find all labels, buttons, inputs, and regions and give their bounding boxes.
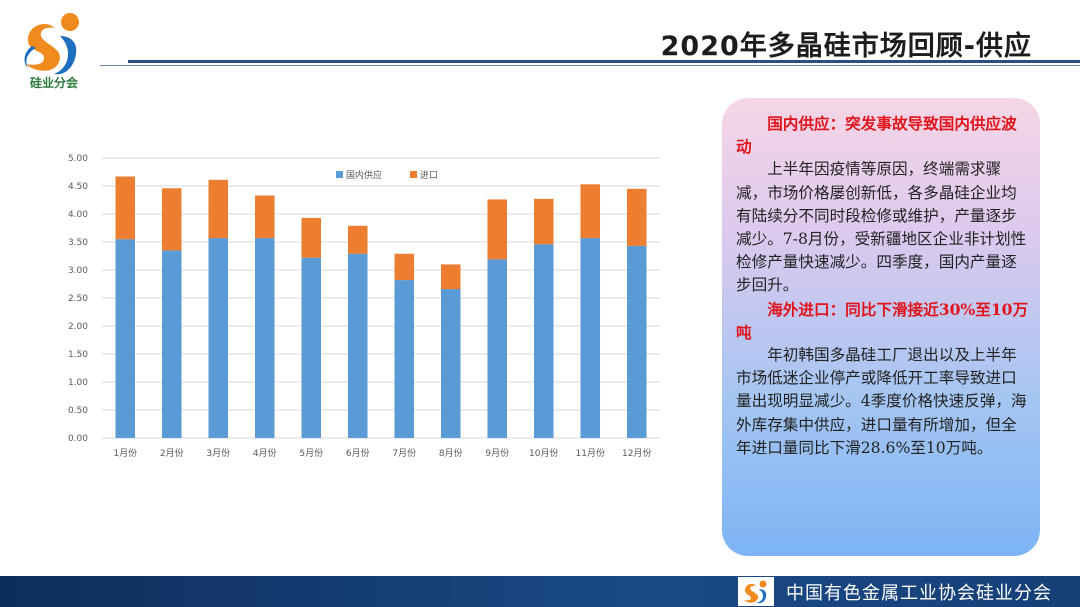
- page-title: 2020年多晶硅市场回顾-供应: [660, 31, 1032, 62]
- bar-domestic: [626, 245, 647, 438]
- chart-legend: 国内供应 进口: [336, 169, 438, 181]
- footer-logo-icon: [738, 577, 774, 606]
- bar-domestic: [440, 289, 461, 438]
- x-tick-label: 12月份: [622, 447, 651, 459]
- footer-organization: 中国有色金属工业协会硅业分会: [786, 583, 1052, 604]
- bar-import: [440, 264, 461, 290]
- y-tick-label: 0.50: [68, 406, 88, 416]
- x-tick-label: 1月份: [113, 447, 137, 459]
- x-tick-label: 2月份: [160, 447, 184, 459]
- bar-domestic: [580, 238, 601, 438]
- x-tick-label: 4月份: [253, 447, 277, 459]
- x-tick-label: 11月份: [576, 447, 605, 459]
- x-tick-label: 3月份: [206, 447, 230, 459]
- bar-import: [347, 225, 368, 254]
- bar-import: [301, 217, 322, 258]
- bar-domestic: [533, 244, 554, 438]
- bar-import: [208, 179, 229, 239]
- x-tick-label: 9月份: [485, 447, 509, 459]
- domestic-supply-heading: 国内供应：突发事故导致国内供应波动: [736, 114, 1017, 157]
- y-tick-label: 3.50: [68, 238, 88, 248]
- x-axis: 1月份 2月份 3月份 4月份 5月份 6月份 7月份 8月份 9月份 10月份 11月份 12月份: [113, 447, 651, 459]
- legend-swatch: [410, 171, 417, 178]
- bar-import: [487, 199, 508, 260]
- y-tick-label: 1.00: [68, 378, 88, 388]
- bar-domestic: [161, 250, 182, 438]
- legend-label: 进口: [420, 170, 438, 181]
- x-tick-label: 10月份: [529, 447, 558, 459]
- bar-import: [626, 188, 647, 246]
- import-heading: 海外进口：同比下滑接近30%至10万吨: [736, 299, 1029, 342]
- y-axis: 0.00 0.50 1.00 1.50 2.00 2.50 3.00 3.50 4.00 4.50…: [68, 154, 88, 444]
- y-tick-label: 1.50: [68, 350, 88, 360]
- bar-domestic: [254, 238, 275, 438]
- bar-domestic: [115, 239, 136, 438]
- footer-bar: [0, 576, 1080, 607]
- x-tick-label: 8月份: [439, 447, 463, 459]
- bar-domestic: [394, 280, 415, 438]
- y-tick-label: 4.50: [68, 182, 88, 192]
- bar-import: [115, 176, 136, 240]
- bar-domestic: [301, 257, 322, 438]
- title-underline-thin: [100, 65, 1080, 66]
- bar-import: [254, 195, 275, 239]
- y-tick-label: 5.00: [68, 154, 88, 164]
- y-tick-label: 2.00: [68, 322, 88, 332]
- stacked-bar-chart: 0.00 0.50 1.00 1.50 2.00 2.50 3.00 3.50 4.00 4.50…: [68, 154, 660, 459]
- x-tick-label: 5月份: [299, 447, 323, 459]
- commentary-box: 国内供应：突发事故导致国内供应波动 上半年因疫情等原因，终端需求骤减，市场价格屡…: [722, 98, 1040, 556]
- bar-import: [394, 253, 415, 281]
- y-tick-label: 2.50: [68, 294, 88, 304]
- title-underline: [128, 60, 1080, 63]
- y-tick-label: 0.00: [68, 434, 88, 444]
- bar-import: [580, 184, 601, 239]
- chart-bars: [115, 176, 647, 438]
- bar-domestic: [208, 238, 229, 438]
- bar-domestic: [347, 253, 368, 438]
- bar-import: [533, 198, 554, 245]
- y-tick-label: 3.00: [68, 266, 88, 276]
- x-tick-label: 6月份: [346, 447, 370, 459]
- x-tick-label: 7月份: [392, 447, 416, 459]
- chart-gridlines: [102, 157, 660, 439]
- legend-label: 国内供应: [346, 169, 382, 181]
- legend-swatch: [336, 171, 343, 178]
- bar-import: [161, 188, 182, 251]
- y-tick-label: 4.00: [68, 210, 88, 220]
- si-logo-icon: [24, 13, 79, 75]
- import-paragraph: 年初韩国多晶硅工厂退出以及上半年市场低迷企业停产或降低开工率导致进口量出现明显减…: [736, 346, 1027, 457]
- domestic-supply-paragraph: 上半年因疫情等原因，终端需求骤减，市场价格屡创新低，各多晶硅企业均有陆续分不同时…: [736, 160, 1027, 295]
- logo-text: 硅业分会: [29, 76, 78, 90]
- bar-domestic: [487, 259, 508, 438]
